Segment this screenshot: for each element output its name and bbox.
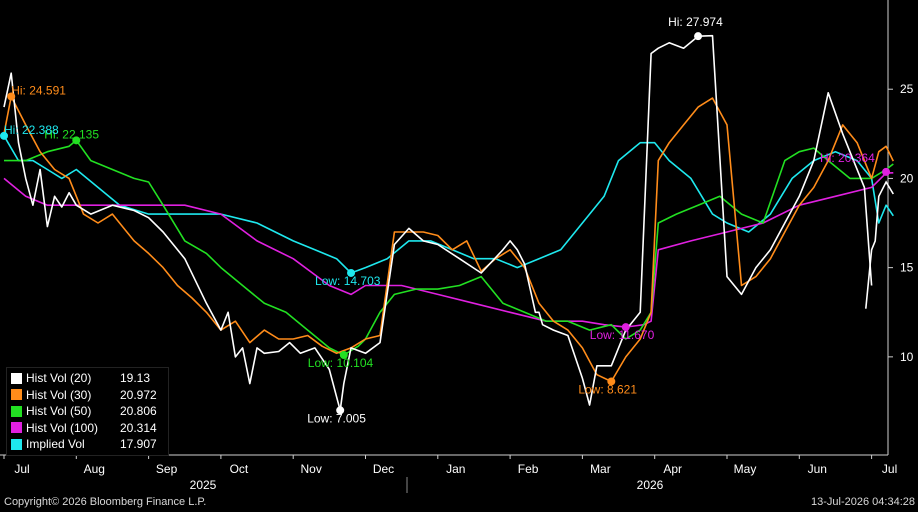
x-month-label: Oct xyxy=(230,462,249,476)
x-year-label: 2025 xyxy=(190,478,217,492)
extreme-point-marker xyxy=(607,377,616,386)
legend-last-value: 20.314 xyxy=(120,420,157,435)
series-line-hist-vol-30- xyxy=(3,95,895,383)
timestamp-text: 13-Jul-2026 04:34:28 xyxy=(811,496,915,508)
legend-series-name: Hist Vol (20) xyxy=(26,371,92,386)
x-month-label: Aug xyxy=(84,462,105,476)
extreme-point-marker xyxy=(694,32,703,41)
x-month-label: Jun xyxy=(808,462,827,476)
legend-row: Hist Vol (50) 20.806 xyxy=(11,403,164,420)
extreme-point-label: Hi: 22.388 xyxy=(4,123,59,137)
series-line-segment xyxy=(865,180,894,309)
extreme-point-marker xyxy=(882,167,891,176)
legend-series-name: Hist Vol (100) xyxy=(26,420,99,435)
y-tick-label: 15 xyxy=(900,261,914,275)
legend-swatch xyxy=(11,422,22,434)
y-tick-label: 10 xyxy=(900,350,914,364)
legend-row: Hist Vol (20) 19.13 xyxy=(11,370,164,387)
copyright-text: Copyright© 2026 Bloomberg Finance L.P. xyxy=(4,496,207,508)
legend-row: Hist Vol (30) 20.972 xyxy=(11,387,164,404)
extreme-point-label: Hi: 20.364 xyxy=(820,151,875,165)
extreme-point-marker xyxy=(347,268,356,277)
legend-series-name: Hist Vol (30) xyxy=(26,387,92,402)
legend-last-value: 17.907 xyxy=(120,437,157,452)
legend-last-value: 20.972 xyxy=(120,387,157,402)
x-month-label: Nov xyxy=(301,462,322,476)
extreme-point-marker xyxy=(72,136,81,145)
extreme-point-marker xyxy=(621,323,630,332)
legend-row: Hist Vol (100) 20.314 xyxy=(11,420,164,437)
x-month-label: May xyxy=(734,462,757,476)
series-line-hist-vol-100- xyxy=(3,172,894,328)
legend: Hist Vol (20) 19.13 Hist Vol (30) 20.972 His… xyxy=(6,367,169,456)
legend-last-value: 19.13 xyxy=(120,371,151,386)
extreme-point-label: Low: 7.005 xyxy=(307,411,366,425)
extreme-point-marker xyxy=(339,351,348,360)
legend-swatch xyxy=(11,389,22,401)
extreme-point-marker xyxy=(7,92,16,101)
series-line-hist-vol-50- xyxy=(4,139,894,356)
legend-swatch xyxy=(11,405,22,417)
legend-series-name: Implied Vol xyxy=(26,437,85,452)
x-month-label: Jul xyxy=(882,462,897,476)
extreme-point-label: Low: 11.670 xyxy=(590,328,655,342)
extreme-point-marker xyxy=(336,406,345,415)
legend-row: Implied Vol 17.907 xyxy=(11,436,164,453)
x-month-label: Jan xyxy=(446,462,465,476)
extreme-point-label: Hi: 22.135 xyxy=(44,127,99,141)
extreme-point-label: Low: 10.104 xyxy=(308,356,374,370)
x-month-label: Jul xyxy=(14,462,29,476)
extreme-point-marker xyxy=(0,131,8,140)
legend-swatch xyxy=(11,438,22,450)
x-year-label: 2026 xyxy=(637,478,664,492)
extreme-point-label: Hi: 24.591 xyxy=(11,84,66,98)
extreme-point-label: Hi: 27.974 xyxy=(668,15,723,29)
series-line-hist-vol-20- xyxy=(3,34,873,412)
legend-last-value: 20.806 xyxy=(120,404,157,419)
x-month-label: Dec xyxy=(373,462,394,476)
y-tick-label: 25 xyxy=(900,82,914,96)
legend-swatch xyxy=(11,372,22,384)
x-month-label: Apr xyxy=(663,462,682,476)
legend-series-name: Hist Vol (50) xyxy=(26,404,92,419)
extreme-point-label: Low: 14.703 xyxy=(315,274,381,288)
x-month-label: Feb xyxy=(518,462,539,476)
y-tick-label: 20 xyxy=(900,171,914,185)
extreme-point-label: Low: 8.621 xyxy=(578,382,637,396)
x-month-label: Mar xyxy=(590,462,611,476)
x-month-label: Sep xyxy=(156,462,178,476)
